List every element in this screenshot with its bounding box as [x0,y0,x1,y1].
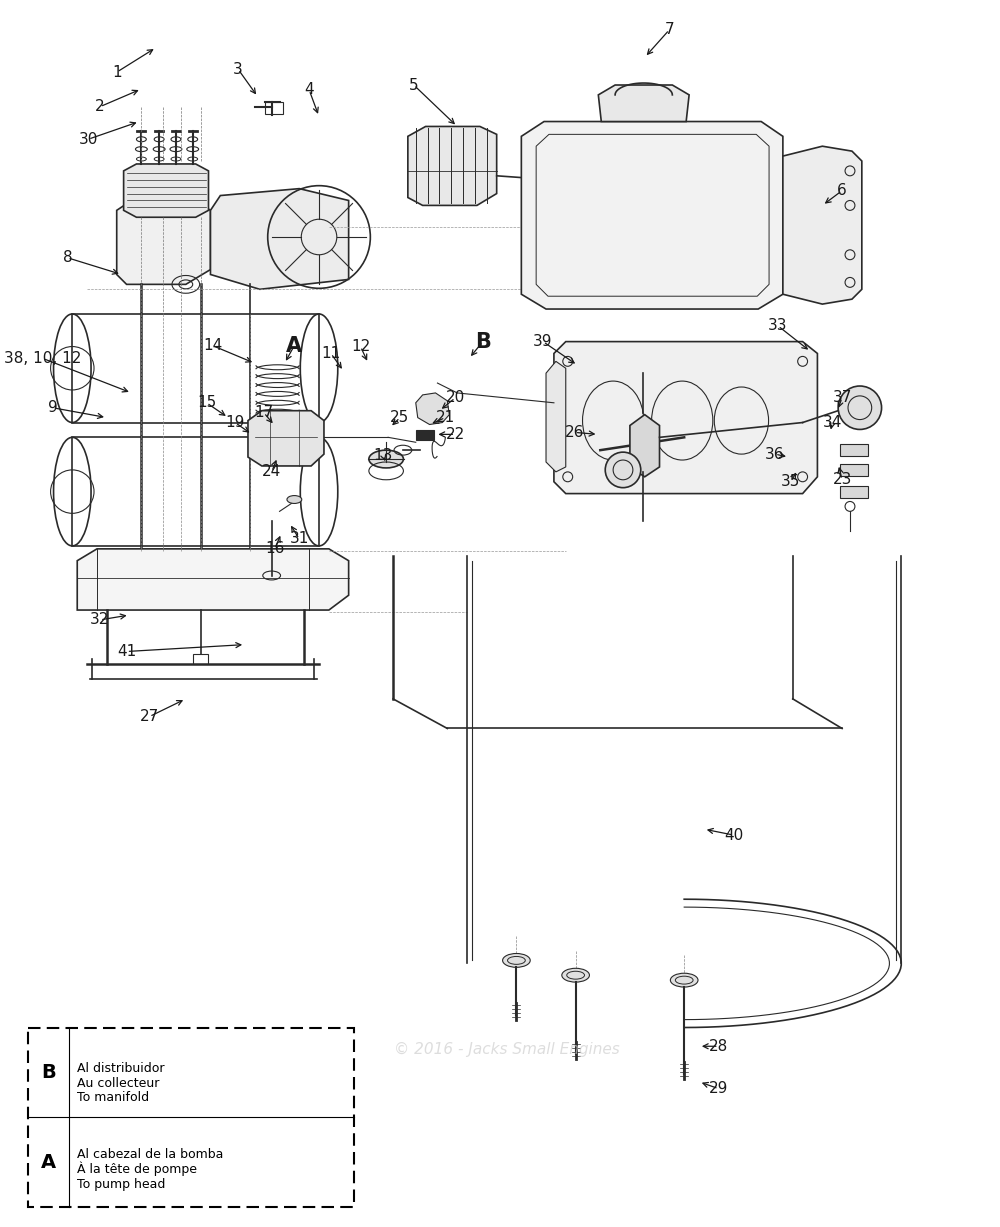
Polygon shape [783,146,862,304]
Text: 16: 16 [265,541,284,556]
Text: Al distribuidor: Al distribuidor [77,1061,165,1075]
Polygon shape [546,361,566,472]
Text: B: B [475,331,491,352]
Bar [840,444,868,456]
Bar [72,437,319,546]
Text: To pump head: To pump head [77,1178,166,1190]
Text: 38, 10, 12: 38, 10, 12 [4,351,81,366]
Polygon shape [408,126,497,205]
Text: 12: 12 [351,339,370,355]
Bar [265,102,283,114]
Text: 11: 11 [321,346,340,361]
Polygon shape [124,164,208,217]
Bar [193,654,208,664]
Text: 19: 19 [225,415,245,429]
Text: 23: 23 [832,472,852,487]
Text: 22: 22 [446,427,465,442]
Text: 40: 40 [724,827,743,843]
Text: 9: 9 [48,400,57,415]
Text: Au collecteur: Au collecteur [77,1076,160,1090]
Text: To manifold: To manifold [77,1092,149,1104]
Text: 30: 30 [78,131,98,147]
Bar [840,464,868,476]
Ellipse shape [562,968,589,982]
Text: 8: 8 [63,250,72,265]
Text: B: B [41,1063,56,1082]
Text: 27: 27 [140,709,159,724]
Text: 20: 20 [446,390,465,405]
Polygon shape [210,189,349,290]
Ellipse shape [670,973,698,987]
Text: 35: 35 [781,475,800,490]
Text: 21: 21 [436,410,455,425]
Polygon shape [77,548,349,610]
Text: 13: 13 [373,448,393,463]
Text: Al cabezal de la bomba: Al cabezal de la bomba [77,1147,224,1161]
Text: 17: 17 [254,405,273,420]
Text: 6: 6 [837,183,847,198]
Text: 36: 36 [765,447,785,461]
Text: 34: 34 [823,415,842,429]
Bar [840,486,868,497]
Polygon shape [117,200,210,285]
Text: 25: 25 [390,410,410,425]
Text: À la tête de pompe: À la tête de pompe [77,1162,197,1177]
Text: A: A [41,1152,56,1172]
Text: 5: 5 [409,77,419,92]
Polygon shape [416,393,449,425]
Text: 32: 32 [90,612,110,627]
Text: 41: 41 [117,644,136,659]
Text: 4: 4 [304,82,314,97]
Circle shape [605,452,641,487]
Polygon shape [248,411,324,466]
Ellipse shape [503,953,530,967]
Polygon shape [521,121,783,309]
Polygon shape [554,341,817,493]
Text: 29: 29 [709,1081,728,1096]
Bar [416,431,434,440]
Text: 31: 31 [290,531,309,546]
Text: © 2016 - Jacks Small Engines: © 2016 - Jacks Small Engines [394,1042,619,1056]
Ellipse shape [287,496,302,503]
FancyBboxPatch shape [28,1028,354,1207]
Text: 28: 28 [709,1039,728,1054]
Text: 33: 33 [768,318,788,334]
Text: 37: 37 [832,390,852,405]
Text: 14: 14 [203,339,222,353]
Text: 39: 39 [533,334,553,350]
Text: 2: 2 [95,99,105,114]
Circle shape [838,387,882,429]
Polygon shape [630,415,660,477]
Text: A: A [286,335,302,356]
Text: 24: 24 [262,464,281,480]
Polygon shape [598,85,689,121]
Bar [72,314,319,422]
Text: 7: 7 [665,22,674,37]
Text: 15: 15 [197,395,216,410]
Ellipse shape [369,450,403,467]
Text: 3: 3 [233,61,243,77]
Text: 1: 1 [112,65,122,80]
Text: 26: 26 [565,425,584,440]
